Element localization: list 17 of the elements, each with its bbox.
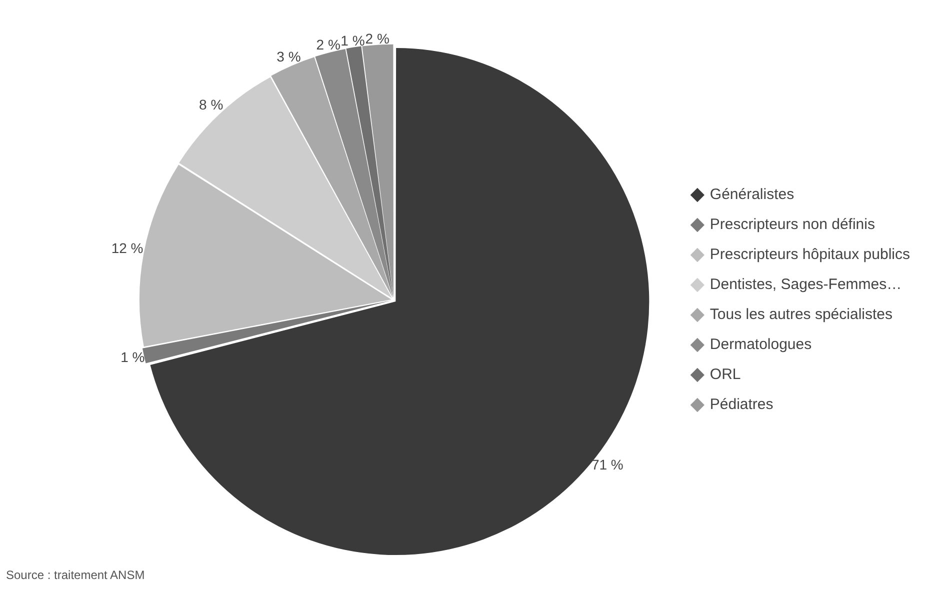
data-label: 1 % [340,32,365,48]
legend-label: Dermatologues [710,336,812,354]
data-label: 2 % [365,30,390,47]
legend-label: Tous les autres spécialistes [710,306,892,324]
legend-label: Généralistes [710,186,794,204]
legend-label: Prescripteurs non définis [710,216,875,234]
data-label: 8 % [199,96,224,112]
data-label: 71 % [591,456,624,473]
data-label: 1 % [120,349,145,366]
data-label: 12 % [111,240,144,256]
source-note: Source : traitement ANSM [6,568,145,582]
data-label: 2 % [316,36,340,52]
data-label: 3 % [276,48,301,64]
legend-label: Pédiatres [710,396,774,414]
legend-label: ORL [710,366,741,384]
legend-label: Prescripteurs hôpitaux publics [710,246,910,264]
legend-label: Dentistes, Sages-Femmes… [710,276,902,294]
